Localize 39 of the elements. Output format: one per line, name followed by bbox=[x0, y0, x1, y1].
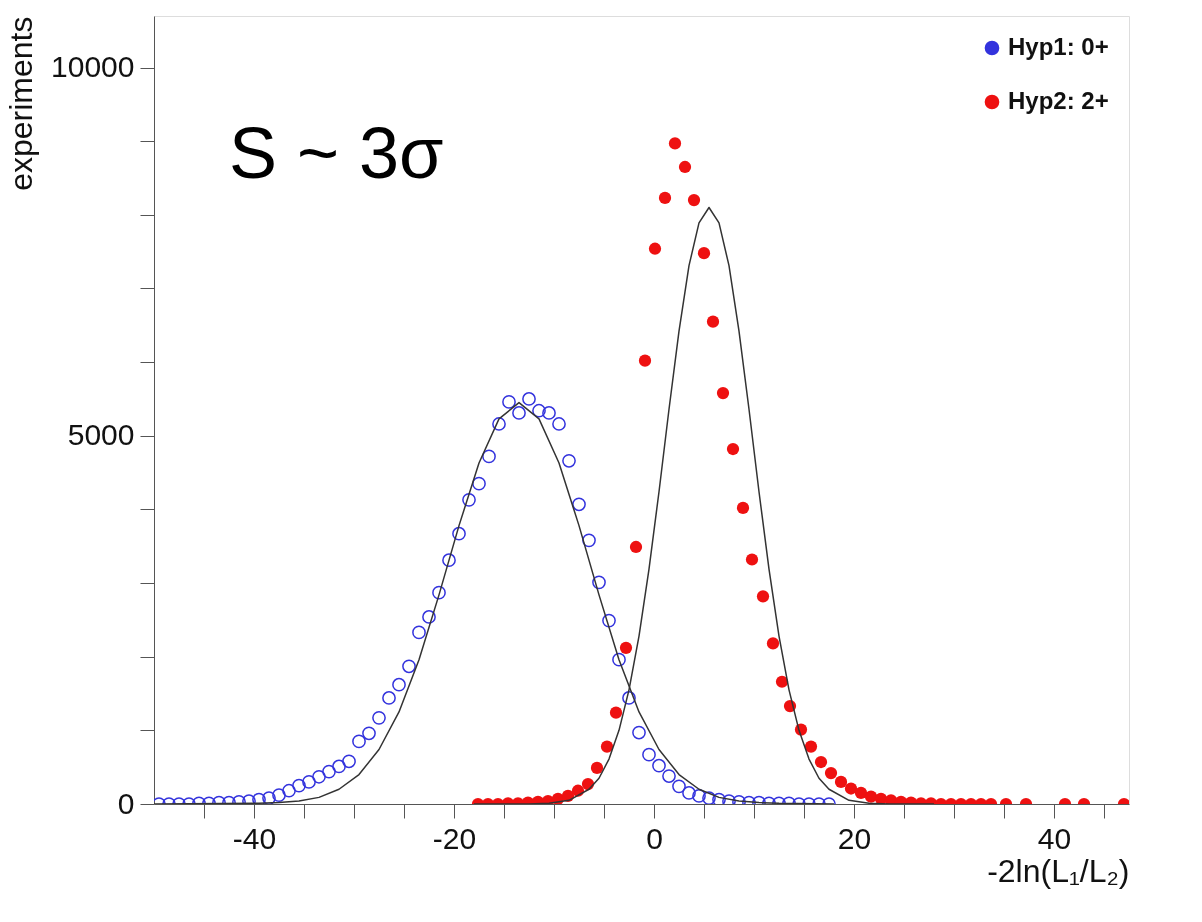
point bbox=[814, 755, 828, 769]
point bbox=[619, 641, 633, 654]
legend-label: Hyp1: 0+ bbox=[1008, 33, 1109, 60]
point bbox=[726, 442, 740, 456]
point bbox=[745, 553, 759, 566]
x-tick-label: -20 bbox=[432, 821, 477, 855]
x-tick-label: 0 bbox=[646, 821, 663, 855]
point bbox=[824, 766, 838, 780]
point bbox=[854, 786, 868, 800]
point bbox=[658, 191, 672, 205]
point bbox=[638, 354, 652, 367]
y-tick-label: 5000 bbox=[67, 418, 135, 452]
point bbox=[678, 160, 692, 174]
x-tick-label: 40 bbox=[1037, 821, 1072, 855]
point bbox=[600, 740, 614, 753]
legend-label: Hyp2: 2+ bbox=[1008, 87, 1109, 114]
point bbox=[687, 194, 701, 207]
point bbox=[736, 501, 750, 515]
point bbox=[756, 590, 770, 603]
point bbox=[706, 315, 720, 328]
y-axis-title: experiments bbox=[3, 16, 40, 191]
point bbox=[648, 242, 662, 255]
y-tick-label: 10000 bbox=[51, 50, 135, 84]
y-tick-label: 0 bbox=[117, 786, 135, 820]
point bbox=[834, 775, 848, 789]
point bbox=[590, 761, 604, 775]
annotation: S ~ 3σ bbox=[229, 113, 444, 193]
x-axis-title: -2ln(L₁/L₂) bbox=[987, 852, 1130, 889]
x-tick-label: 20 bbox=[837, 821, 872, 855]
point bbox=[716, 386, 730, 400]
point bbox=[697, 247, 711, 260]
point bbox=[775, 675, 789, 688]
point bbox=[804, 740, 818, 753]
point bbox=[844, 782, 858, 795]
point bbox=[766, 637, 780, 650]
x-tick-label: -40 bbox=[232, 821, 277, 855]
point bbox=[629, 540, 643, 554]
point bbox=[609, 706, 623, 719]
point bbox=[668, 137, 682, 150]
